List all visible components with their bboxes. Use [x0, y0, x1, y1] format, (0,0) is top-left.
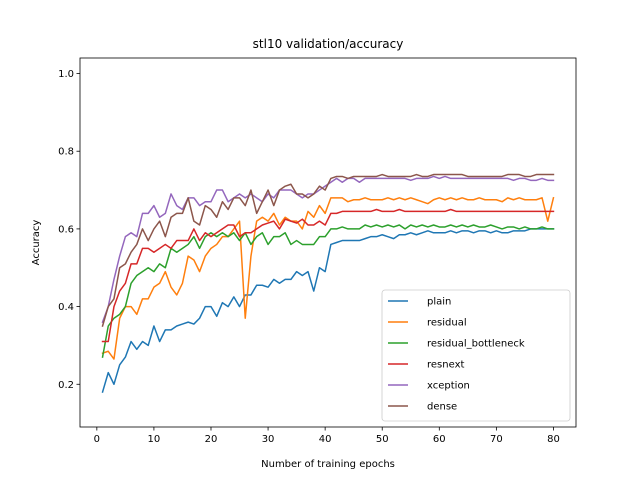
x-tick-label: 70	[490, 434, 503, 445]
x-axis-ticks: 0 10 20 30 40 50 60 70 80	[94, 427, 560, 445]
x-tick-label: 50	[376, 434, 389, 445]
legend-label-dense: dense	[427, 402, 457, 413]
y-axis-label: Accuracy	[31, 220, 42, 266]
legend-label-residual: residual	[427, 318, 467, 329]
x-tick-label: 60	[433, 434, 446, 445]
x-tick-label: 20	[205, 434, 218, 445]
y-tick-label: 0.2	[58, 380, 74, 391]
y-tick-label: 0.6	[58, 224, 74, 235]
axes-frame	[79, 57, 577, 428]
series-line-residual	[101, 196, 555, 360]
series-line-resnext	[101, 208, 555, 343]
legend-box	[381, 289, 571, 422]
y-tick-label: 0.8	[58, 147, 74, 158]
series-line-dense	[101, 173, 555, 327]
legend-label-residual-bottleneck: residual_bottleneck	[427, 339, 525, 350]
series-layer	[101, 173, 555, 393]
x-tick-label: 80	[547, 434, 560, 445]
series-line-residual-bottleneck	[101, 224, 555, 358]
plot-area: 0 10 20 30 40 50 60 70 80 0.2 0.4 0.6 0.8 1.0	[58, 57, 577, 445]
y-tick-label: 0.4	[58, 302, 74, 313]
series-line-plain	[101, 228, 555, 393]
chart-title: stl10 validation/accuracy	[253, 37, 404, 51]
x-axis-label: Number of training epochs	[261, 459, 395, 470]
y-tick-label: 1.0	[58, 69, 74, 80]
x-tick-label: 0	[94, 434, 100, 445]
legend-label-plain: plain	[427, 297, 451, 308]
y-axis-ticks: 0.2 0.4 0.6 0.8 1.0	[58, 69, 80, 391]
x-tick-label: 40	[319, 434, 332, 445]
x-tick-label: 10	[148, 434, 161, 445]
x-tick-label: 30	[262, 434, 275, 445]
legend-label-resnext: resnext	[427, 360, 464, 371]
legend-label-xception: xception	[427, 381, 470, 392]
